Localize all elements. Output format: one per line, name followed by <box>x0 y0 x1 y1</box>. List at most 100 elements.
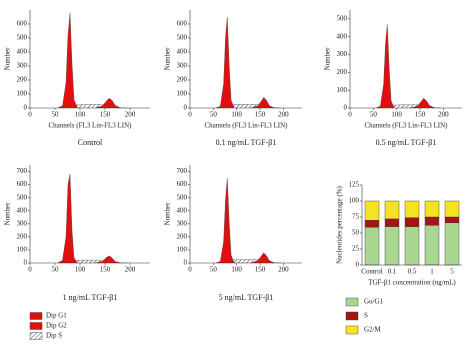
x-tick-label: 50 <box>52 266 60 274</box>
x-tick-label: 200 <box>278 111 289 119</box>
legend-swatch <box>29 312 43 320</box>
x-tick-label: 1 <box>430 268 434 276</box>
y-tick-label: 100 <box>17 90 28 98</box>
bar-segment <box>404 200 420 218</box>
x-tick-label: 0 <box>28 111 32 119</box>
legend-swatch <box>29 322 43 330</box>
x-axis-label: Channels (FL3 Lin-FL3 LIN) <box>48 122 132 130</box>
caption: Control <box>78 138 103 147</box>
legend-swatch <box>29 332 43 340</box>
legend-label: Dip G1 <box>46 312 67 320</box>
bar-segment <box>384 200 400 220</box>
x-tick-label: 100 <box>231 111 242 119</box>
x-tick-label: 0 <box>28 266 32 274</box>
y-axis-label: Number <box>4 47 12 71</box>
bar-segment <box>404 226 420 266</box>
y-tick-label: 500 <box>177 193 188 201</box>
y-tick-label: 100 <box>17 246 28 254</box>
x-tick-label: Control <box>361 268 382 276</box>
x-tick-label: 100 <box>391 111 402 119</box>
y-tick-label: 200 <box>17 76 28 84</box>
x-axis-label: TGF-β1 concentration (ng/mL) <box>368 279 456 287</box>
y-tick-label: 500 <box>17 193 28 201</box>
y-tick-label: 600 <box>177 20 188 28</box>
x-tick-label: 0 <box>348 111 352 119</box>
legend-label: G2/M <box>364 326 382 334</box>
histogram-area <box>57 12 78 109</box>
y-tick-label: 0 <box>24 259 28 267</box>
y-tick-label: 600 <box>17 180 28 188</box>
y-tick-label: 600 <box>177 180 188 188</box>
y-tick-label: 200 <box>177 232 188 240</box>
x-tick-label: 50 <box>210 111 218 119</box>
legend-label: S <box>364 312 368 320</box>
bar-segment <box>424 225 440 266</box>
x-tick-label: 50 <box>210 266 218 274</box>
y-tick-label: 200 <box>177 76 188 84</box>
y-tick-label: 300 <box>177 219 188 227</box>
y-axis-label: Number <box>164 202 172 226</box>
y-tick-label: 500 <box>17 34 28 42</box>
legend-swatch <box>345 297 359 307</box>
legend-swatch <box>345 311 359 321</box>
y-tick-label: 75 <box>352 213 360 221</box>
legend-label: Go/G1 <box>364 298 384 306</box>
caption: 0.1 ng/mL TGF-β1 <box>216 138 277 147</box>
bar-segment <box>364 200 380 221</box>
y-tick-label: 100 <box>337 86 348 94</box>
y-axis-label: Number <box>164 47 172 71</box>
y-tick-label: 25 <box>352 245 360 253</box>
y-tick-label: 50 <box>352 229 360 237</box>
bar-segment <box>404 217 420 227</box>
x-tick-label: 100 <box>231 266 242 274</box>
legend-label: Dip G2 <box>46 322 67 330</box>
y-tick-label: 400 <box>17 206 28 214</box>
bar-segment <box>384 226 400 266</box>
y-tick-label: 0 <box>184 104 188 112</box>
x-tick-label: 150 <box>255 111 266 119</box>
bar-segment <box>444 216 460 223</box>
y-axis-label: Number <box>4 202 12 226</box>
x-axis-label: Channels (FL3 Lin-FL3 LIN) <box>364 122 448 130</box>
x-tick-label: 150 <box>100 111 111 119</box>
x-tick-label: 0 <box>188 111 192 119</box>
histogram-area <box>215 178 235 264</box>
y-tick-label: 200 <box>337 68 348 76</box>
bar-segment <box>424 200 440 218</box>
y-tick-label: 300 <box>17 62 28 70</box>
x-tick-label: 50 <box>52 111 60 119</box>
x-tick-label: 200 <box>125 266 136 274</box>
x-tick-label: 100 <box>75 111 86 119</box>
y-axis-label: Number <box>324 47 332 71</box>
y-tick-label: 0 <box>344 104 348 112</box>
bar-segment <box>384 218 400 227</box>
y-tick-label: 400 <box>337 32 348 40</box>
x-tick-label: 200 <box>125 111 136 119</box>
y-tick-label: 0 <box>184 259 188 267</box>
y-tick-label: 100 <box>177 90 188 98</box>
caption: 0.5 ng/mL TGF-β1 <box>376 138 437 147</box>
caption: 1 ng/mL TGF-β1 <box>63 293 118 302</box>
y-tick-label: 300 <box>17 219 28 227</box>
bar-segment <box>364 219 380 228</box>
x-tick-label: 5 <box>450 268 454 276</box>
histogram-area <box>250 97 282 109</box>
y-tick-label: 300 <box>177 62 188 70</box>
histogram-area <box>94 255 128 264</box>
y-tick-label: 700 <box>17 167 28 175</box>
histogram-area <box>375 24 395 109</box>
y-tick-label: 100 <box>177 246 188 254</box>
y-tick-label: 200 <box>17 232 28 240</box>
y-tick-label: 300 <box>337 50 348 58</box>
y-tick-label: 500 <box>337 15 348 23</box>
bar-segment <box>364 227 380 266</box>
histogram-area <box>250 252 282 264</box>
bar-segment <box>444 200 460 218</box>
y-tick-label: 100 <box>349 197 360 205</box>
y-tick-label: 700 <box>177 167 188 175</box>
x-tick-label: 200 <box>278 266 289 274</box>
x-tick-label: 200 <box>438 111 449 119</box>
y-tick-label: 0 <box>24 104 28 112</box>
x-tick-label: 0.5 <box>408 268 417 276</box>
histogram-area <box>215 16 235 109</box>
